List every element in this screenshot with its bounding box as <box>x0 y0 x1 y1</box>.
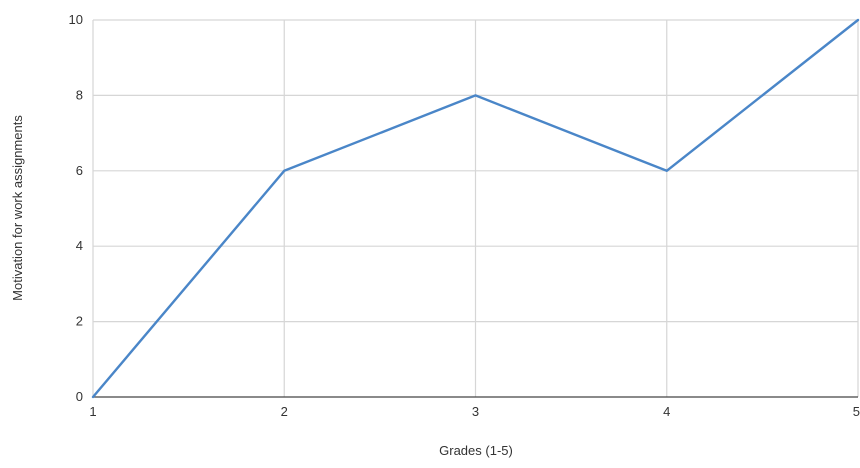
y-tick-label: 10 <box>69 12 83 27</box>
y-tick-label: 6 <box>76 163 83 178</box>
x-axis-title: Grades (1-5) <box>439 443 513 458</box>
x-tick-label: 5 <box>853 404 860 419</box>
x-tick-label: 2 <box>281 404 288 419</box>
y-tick-label: 2 <box>76 314 83 329</box>
x-tick-labels: 1 2 3 4 5 <box>89 404 860 419</box>
y-tick-label: 8 <box>76 87 83 102</box>
y-axis-title: Motivation for work assignments <box>10 115 25 301</box>
x-tick-label: 1 <box>89 404 96 419</box>
x-tick-label: 3 <box>472 404 479 419</box>
series-line <box>91 18 860 399</box>
y-tick-label: 4 <box>76 238 83 253</box>
y-tick-label: 0 <box>76 389 83 404</box>
y-tick-labels: 0 2 4 6 8 10 <box>69 12 83 404</box>
vertical-gridlines <box>92 20 859 397</box>
series-group <box>91 18 860 399</box>
x-tick-label: 4 <box>663 404 670 419</box>
